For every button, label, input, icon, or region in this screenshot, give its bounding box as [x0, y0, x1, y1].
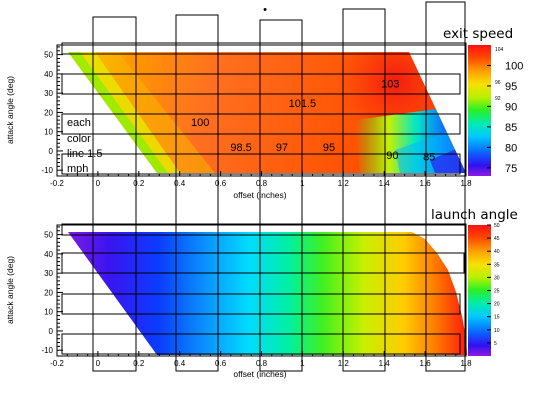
- overlay-box-10: [61, 223, 467, 236]
- overlay-box-6: [61, 42, 467, 55]
- launch-angle-x-axis-label: offset (inches): [233, 369, 286, 379]
- exit-speed-colorbar-minor-label: 96: [495, 80, 501, 86]
- launch-angle-x-tick-label: 0: [96, 359, 101, 368]
- exit-speed-x-tick-label: 1.2: [338, 179, 350, 188]
- launch-angle-y-tick-label: 0: [49, 327, 54, 336]
- exit-speed-colorbar-label: 90: [505, 101, 517, 113]
- overlay-box-2: [175, 14, 219, 372]
- launch-angle-colorbar-label: 45: [494, 236, 500, 242]
- exit-speed-contour-label: 95: [323, 142, 335, 154]
- launch-angle-x-tick-label: 1.6: [420, 359, 432, 368]
- overlay-box-3: [259, 19, 303, 372]
- note-line-2: color: [67, 133, 91, 145]
- launch-angle-colorbar-label: 30: [494, 275, 500, 281]
- launch-angle-heatmap: [68, 232, 467, 355]
- exit-speed-heatmap: [68, 52, 466, 173]
- launch-angle-x-tick-label: 0.4: [174, 359, 186, 368]
- overlay-box-7: [61, 73, 461, 95]
- exit-speed-colorbar-minor-label: 104: [495, 47, 504, 53]
- overlay-box-1: [92, 16, 137, 372]
- exit-speed-y-tick-label: 30: [44, 89, 53, 98]
- exit-speed-x-tick-label: 0.2: [133, 179, 145, 188]
- launch-angle-colorbar-labels: 50 45 40 35 30 25 20 15 10 5: [487, 223, 500, 347]
- note-line-1: each: [67, 117, 91, 129]
- launch-angle-y-tick-label: 10: [44, 308, 53, 317]
- exit-speed-x-tick-label: 1.4: [379, 179, 391, 188]
- overlay-boxes: [61, 1, 467, 372]
- launch-angle-y-tick-label: 50: [44, 231, 53, 240]
- launch-angle-colorbar-label: 35: [494, 262, 500, 268]
- note-line-4: mph: [67, 163, 88, 175]
- launch-angle-x-axis: -0.2 0 0.2 0.4 0.6 0.8 1 1.2 1.4 1.6 1.8: [50, 351, 472, 368]
- launch-angle-colorbar-label: 50: [494, 223, 500, 229]
- launch-angle-x-tick-label: -0.2: [50, 359, 64, 368]
- exit-speed-x-tick-label: 1.8: [460, 179, 472, 188]
- exit-speed-y-tick-label: 10: [44, 128, 53, 137]
- launch-angle-x-tick-label: 1.8: [460, 359, 472, 368]
- exit-speed-x-tick-label: 0.8: [256, 179, 268, 188]
- overlay-box-4: [342, 8, 386, 372]
- exit-speed-contour-label: 90: [386, 150, 398, 162]
- launch-angle-x-tick-label: 0.6: [215, 359, 227, 368]
- exit-speed-y-tick-label: 0: [49, 147, 54, 156]
- exit-speed-contour-label: 98.5: [230, 142, 251, 154]
- exit-speed-x-tick-label: 1: [300, 179, 305, 188]
- launch-angle-x-tick-label: 0.8: [256, 359, 268, 368]
- launch-angle-colorbar-label: 5: [494, 341, 497, 347]
- exit-speed-colorbar-label: 95: [505, 81, 517, 93]
- launch-angle-y-tick-label: 40: [44, 250, 53, 259]
- launch-angle-y-tick-label: 20: [44, 288, 53, 297]
- exit-speed-contour-label: 97: [276, 142, 288, 154]
- overlay-box-13: [61, 333, 461, 355]
- exit-speed-x-tick-label: 0: [96, 179, 101, 188]
- overlay-box-11: [61, 252, 465, 274]
- launch-angle-colorbar-label: 15: [494, 315, 500, 321]
- exit-speed-y-tick-label: 50: [44, 51, 53, 60]
- exit-speed-y-tick-label: 40: [44, 70, 53, 79]
- launch-angle-colorbar: [468, 225, 491, 356]
- launch-angle-x-tick-label: 1: [300, 359, 305, 368]
- launch-angle-x-tick-label: 0.2: [133, 359, 145, 368]
- overlay-box-5: [425, 1, 466, 372]
- exit-speed-colorbar-label: 100: [505, 60, 523, 72]
- launch-angle-x-tick-label: 1.2: [338, 359, 350, 368]
- exit-speed-x-axis: -0.2 0 0.2 0.4 0.6 0.8 1 1.2 1.4 1.6 1.8: [50, 171, 472, 188]
- launch-angle-panel: -0.2 0 0.2 0.4 0.6 0.8 1 1.2 1.4 1.6 1.8 -10 0 10 20 3…: [5, 207, 518, 379]
- exit-speed-y-tick-label: 20: [44, 108, 53, 117]
- exit-speed-y-axis-label: attack angle (deg): [5, 76, 15, 144]
- exit-speed-colorbar: [468, 45, 491, 176]
- overlay-box-9: [61, 153, 461, 175]
- exit-speed-title: exit speed: [443, 26, 513, 42]
- launch-angle-y-tick-label: -10: [41, 346, 53, 355]
- exit-speed-x-tick-label: 0.4: [174, 179, 186, 188]
- exit-speed-contour-label: 100: [191, 117, 209, 129]
- exit-speed-colorbar-label: 85: [505, 122, 517, 134]
- note-text: each color line 1.5 mph: [67, 117, 102, 175]
- launch-angle-x-tick-label: 1.4: [379, 359, 391, 368]
- launch-angle-colorbar-label: 25: [494, 289, 500, 295]
- launch-angle-y-axis: -10 0 10 20 30 40 50: [41, 226, 63, 355]
- launch-angle-y-axis-label: attack angle (deg): [5, 256, 15, 324]
- exit-speed-x-tick-label: 1.6: [420, 179, 432, 188]
- overlay-box-8: [61, 113, 461, 135]
- stray-mark: •: [263, 4, 267, 16]
- launch-angle-colorbar-label: 40: [494, 249, 500, 255]
- exit-speed-y-tick-label: -10: [41, 166, 53, 175]
- exit-speed-colorbar-label: 80: [505, 142, 517, 154]
- launch-angle-title: launch angle: [431, 207, 518, 223]
- exit-speed-x-tick-label: -0.2: [50, 179, 64, 188]
- exit-speed-colorbar-minor-label: 92: [495, 96, 501, 102]
- launch-angle-colorbar-label: 10: [494, 328, 500, 334]
- overlay-box-12: [61, 293, 461, 315]
- exit-speed-y-axis: -10 0 10 20 30 40 50: [41, 46, 63, 175]
- exit-speed-colorbar-label: 75: [505, 163, 517, 175]
- exit-speed-colorbar-labels: 100 95 90 85 80 75 104 92 96: [487, 47, 523, 175]
- exit-speed-x-tick-label: 0.6: [215, 179, 227, 188]
- exit-speed-contour-label: 103: [381, 79, 399, 91]
- launch-angle-y-tick-label: 30: [44, 269, 53, 278]
- launch-angle-colorbar-label: 20: [494, 302, 500, 308]
